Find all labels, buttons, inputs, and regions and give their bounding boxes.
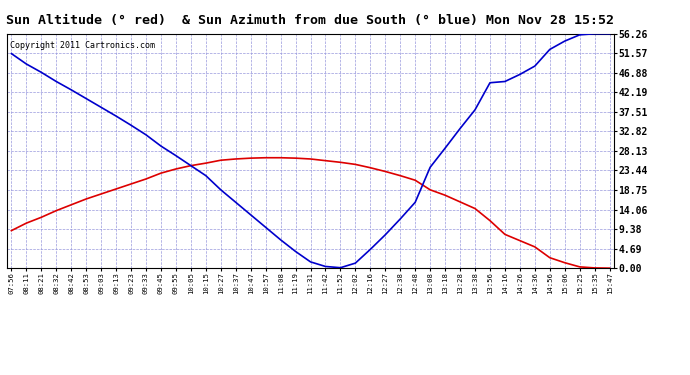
Text: Copyright 2011 Cartronics.com: Copyright 2011 Cartronics.com — [10, 41, 155, 50]
Text: Sun Altitude (° red)  & Sun Azimuth from due South (° blue) Mon Nov 28 15:52: Sun Altitude (° red) & Sun Azimuth from … — [6, 14, 615, 27]
